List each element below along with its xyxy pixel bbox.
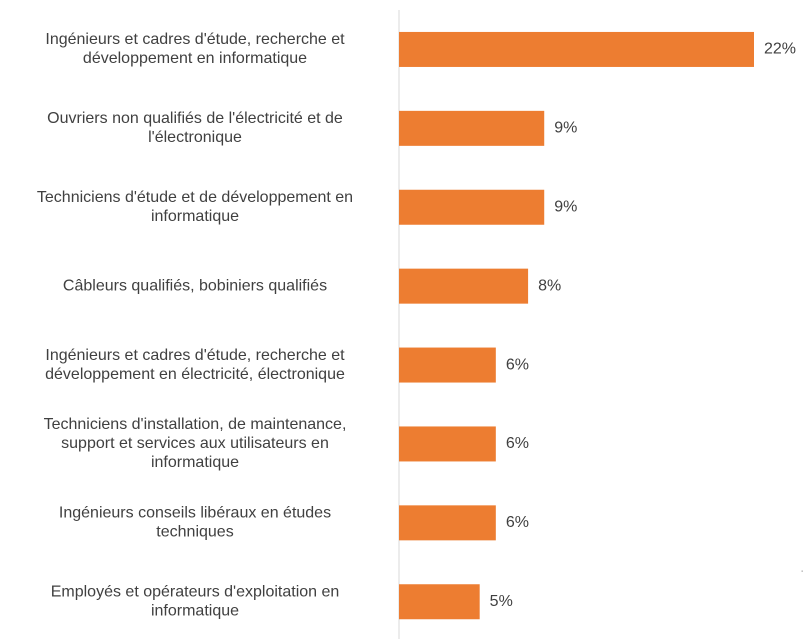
category-label-3: Câbleurs qualifiés, bobiniers qualifiés [63, 277, 327, 294]
category-label-7-line-0: Employés et opérateurs d'exploitation en [51, 583, 340, 600]
bar-3 [399, 268, 529, 304]
category-label-1: Ouvriers non qualifiés de l'électricité … [47, 110, 343, 146]
bar-2 [399, 189, 545, 225]
category-labels-group: Ingénieurs et cadres d'étude, recherche … [37, 31, 353, 619]
category-label-2: Techniciens d'étude et de développement … [37, 189, 353, 225]
category-label-7: Employés et opérateurs d'exploitation en… [51, 583, 340, 619]
category-label-1-line-1: l'électronique [148, 129, 242, 146]
bar-1 [399, 110, 545, 146]
value-label-1: 9% [554, 120, 577, 137]
category-label-6: Ingénieurs conseils libéraux en études te… [59, 505, 331, 541]
category-label-0: Ingénieurs et cadres d'étude, recherche … [45, 31, 345, 67]
category-label-5-line-2: informatique [151, 454, 239, 471]
category-label-0-line-1: développement en informatique [83, 50, 307, 67]
category-label-6-line-1: techniques [156, 524, 233, 541]
category-label-6-line-0: Ingénieurs conseils libéraux en études [59, 505, 331, 522]
bars-group [399, 31, 754, 620]
category-label-5-line-1: support et services aux utilisateurs en [61, 435, 329, 452]
category-label-0-line-0: Ingénieurs et cadres d'étude, recherche … [45, 31, 345, 48]
category-label-5-line-0: Techniciens d'installation, de maintenan… [44, 416, 347, 433]
category-label-7-line-1: informatique [151, 602, 239, 619]
category-label-3-line-0: Câbleurs qualifiés, bobiniers qualifiés [63, 277, 327, 294]
category-label-4: Ingénieurs et cadres d'étude, recherche … [45, 347, 345, 383]
value-labels-group: 22% 9% 9% 8% 6% 6% 6% 5% [490, 41, 796, 610]
value-label-3: 8% [538, 277, 561, 294]
category-label-4-line-1: développement en électricité, électroniq… [45, 366, 345, 383]
bar-7 [399, 584, 480, 620]
bar-5 [399, 426, 496, 462]
bar-4 [399, 347, 496, 383]
value-label-0: 22% [764, 41, 796, 58]
bar-0 [399, 31, 754, 67]
category-label-2-line-0: Techniciens d'étude et de développement … [37, 189, 353, 206]
stray-mark: - [801, 566, 803, 577]
category-label-5: Techniciens d'installation, de maintenan… [44, 416, 347, 471]
category-label-4-line-0: Ingénieurs et cadres d'étude, recherche … [45, 347, 345, 364]
bar-6 [399, 505, 496, 541]
value-label-7: 5% [490, 593, 513, 610]
category-label-2-line-1: informatique [151, 208, 239, 225]
value-label-4: 6% [506, 356, 529, 373]
category-label-1-line-0: Ouvriers non qualifiés de l'électricité … [47, 110, 343, 127]
value-label-5: 6% [506, 435, 529, 452]
value-label-6: 6% [506, 514, 529, 531]
value-label-2: 9% [554, 198, 577, 215]
